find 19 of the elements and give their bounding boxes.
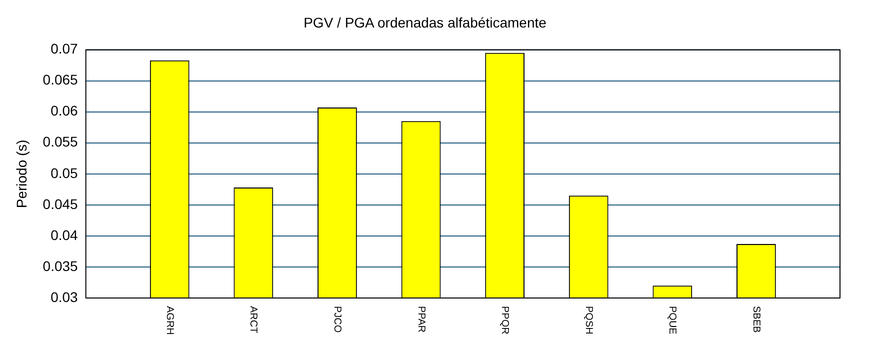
y-tick-label: 0.07 [50,40,78,57]
x-tick-label: ARCT [248,306,259,334]
y-tick-label: 0.03 [50,288,78,305]
x-tick-label: AGRH [164,306,175,335]
x-tick-label: PPAR [415,306,426,332]
x-tick-label: PJCO [331,306,342,333]
y-axis-title: Periodo (s) [13,140,30,208]
y-tick-label: 0.065 [42,72,78,88]
chart-title: PGV / PGA ordenadas alfabéticamente [304,14,547,30]
y-tick-label: 0.04 [50,226,78,243]
y-tick-label: 0.06 [50,102,78,119]
y-tick-label: 0.045 [42,196,78,212]
x-tick-label: SBEB [750,306,762,334]
x-tick-label: PPQR [499,306,510,334]
y-tick-label: 0.035 [42,258,78,274]
y-tick-label: 0.055 [42,134,78,150]
x-tick-label: PQSH [582,306,594,334]
y-tick-label: 0.05 [50,164,78,181]
x-tick-label: PQUE [666,306,678,335]
